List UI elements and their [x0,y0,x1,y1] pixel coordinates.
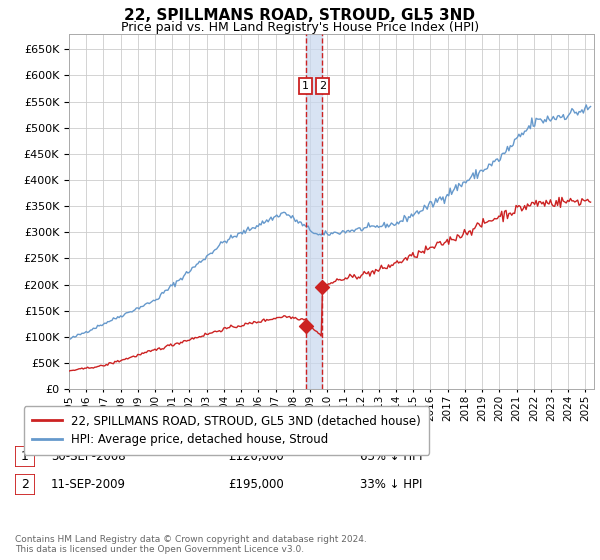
Text: 33% ↓ HPI: 33% ↓ HPI [360,478,422,491]
Text: 2: 2 [21,478,29,491]
Point [301,322,310,331]
Text: £120,000: £120,000 [228,450,284,463]
Text: 30-SEP-2008: 30-SEP-2008 [51,450,125,463]
Text: 11-SEP-2009: 11-SEP-2009 [51,478,126,491]
Text: 22, SPILLMANS ROAD, STROUD, GL5 3ND: 22, SPILLMANS ROAD, STROUD, GL5 3ND [125,8,476,24]
Text: Contains HM Land Registry data © Crown copyright and database right 2024.
This d: Contains HM Land Registry data © Crown c… [15,535,367,554]
Text: 1: 1 [21,450,29,463]
Bar [305,34,322,389]
Legend: 22, SPILLMANS ROAD, STROUD, GL5 3ND (detached house), HPI: Average price, detach: 22, SPILLMANS ROAD, STROUD, GL5 3ND (det… [24,407,429,455]
Text: Price paid vs. HM Land Registry's House Price Index (HPI): Price paid vs. HM Land Registry's House … [121,21,479,34]
Text: 63% ↓ HPI: 63% ↓ HPI [360,450,422,463]
Text: 1: 1 [302,81,309,91]
Text: 2: 2 [319,81,326,91]
Text: £195,000: £195,000 [228,478,284,491]
Point [317,283,327,292]
